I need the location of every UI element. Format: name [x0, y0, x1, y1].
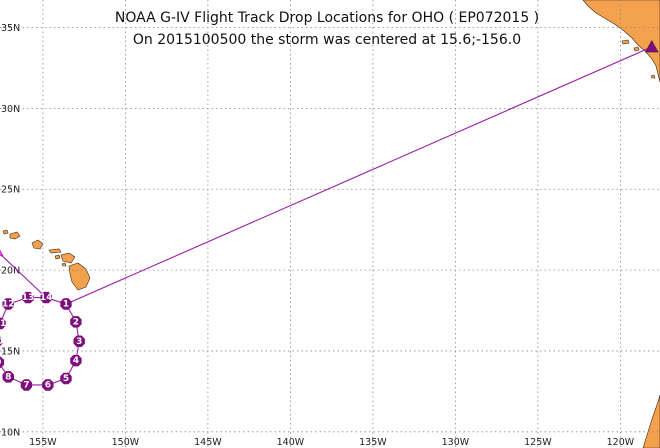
island-lanai: [54, 254, 61, 260]
drop-label: 7: [23, 380, 29, 390]
landing-marker: [644, 39, 659, 53]
drop-label: 10: [0, 337, 3, 347]
drop-point: 4: [70, 354, 82, 367]
channel-island: [633, 46, 640, 52]
lon-tick-label: 125W: [524, 437, 552, 448]
island-niihau: [2, 229, 9, 235]
drop-marker: [60, 372, 72, 385]
drop-marker: [42, 379, 54, 391]
drop-label: 6: [45, 380, 51, 390]
drop-marker: [0, 336, 3, 347]
lon-tick-label: 145W: [194, 437, 222, 448]
california-coast: [582, 0, 660, 83]
drop-label: 11: [0, 319, 6, 329]
lat-tick-label: 25N: [1, 185, 20, 196]
lon-tick-label: 155W: [29, 437, 57, 448]
lon-tick-label: 150W: [112, 437, 140, 448]
drop-label: 3: [76, 337, 82, 347]
drop-point: 12: [2, 298, 15, 310]
island-molokai: [48, 248, 62, 254]
drop-marker: [2, 371, 14, 383]
island-kahoolawe: [61, 262, 67, 267]
drop-label: 8: [5, 372, 11, 382]
drop-marker: [73, 335, 85, 347]
drop-marker: [22, 291, 34, 304]
drop-label: 9: [0, 358, 1, 368]
drop-label: 2: [73, 317, 79, 327]
lon-tick-label: 120W: [607, 437, 635, 448]
drop-marker: [40, 291, 52, 304]
drop-marker: [2, 298, 14, 310]
flight-track: [0, 46, 653, 386]
island-oahu: [31, 239, 44, 250]
channel-island: [650, 74, 656, 79]
drop-point: 5: [60, 372, 72, 385]
drop-marker: [70, 316, 82, 328]
lat-tick-label: 15N: [1, 346, 20, 357]
lon-tick-label: 140W: [277, 437, 305, 448]
drop-label: 1: [63, 300, 69, 310]
lat-tick-label: 20N: [1, 266, 20, 277]
drop-marker: [70, 354, 82, 367]
drop-label: 4: [73, 356, 79, 366]
takeoff-marker: [0, 249, 4, 257]
drop-markers: 1234567891011121314: [0, 39, 659, 391]
channel-island: [621, 39, 630, 45]
drop-label: 14: [40, 293, 53, 303]
island-hawaii: [68, 262, 91, 291]
drop-point: 11: [0, 317, 6, 330]
drop-point: 3: [73, 335, 85, 347]
island-kauai: [9, 231, 21, 240]
drop-point: 7: [20, 379, 33, 391]
drop-label: 12: [2, 300, 15, 310]
drop-label: 13: [22, 293, 35, 303]
lat-tick-label: 30N: [1, 104, 20, 115]
map-title: NOAA G-IV Flight Track Drop Locations fo…: [115, 10, 539, 48]
drop-point: 2: [70, 316, 82, 328]
drop-marker: [0, 317, 6, 330]
drop-point: 9: [0, 356, 5, 368]
lon-tick-label: 130W: [442, 437, 470, 448]
drop-marker: [0, 356, 5, 368]
drop-point: 8: [2, 371, 14, 383]
drop-point: 10: [0, 336, 3, 347]
lat-tick-label: 10N: [1, 427, 20, 438]
drop-marker: [20, 379, 33, 391]
drop-point: 6: [42, 379, 54, 391]
title-line-2: On 2015100500 the storm was centered at …: [133, 32, 521, 48]
lat-tick-label: 35N: [1, 23, 20, 34]
drop-point: 14: [40, 291, 53, 304]
drop-point: 1: [60, 298, 72, 310]
island-maui: [60, 252, 76, 264]
drop-point: 13: [22, 291, 35, 304]
drop-label: 5: [63, 374, 69, 384]
flight-track-line: [0, 46, 653, 386]
baja-peninsula: [642, 394, 660, 448]
title-line-1: NOAA G-IV Flight Track Drop Locations fo…: [115, 10, 539, 26]
drop-marker: [60, 298, 72, 310]
lon-tick-label: 135W: [359, 437, 387, 448]
